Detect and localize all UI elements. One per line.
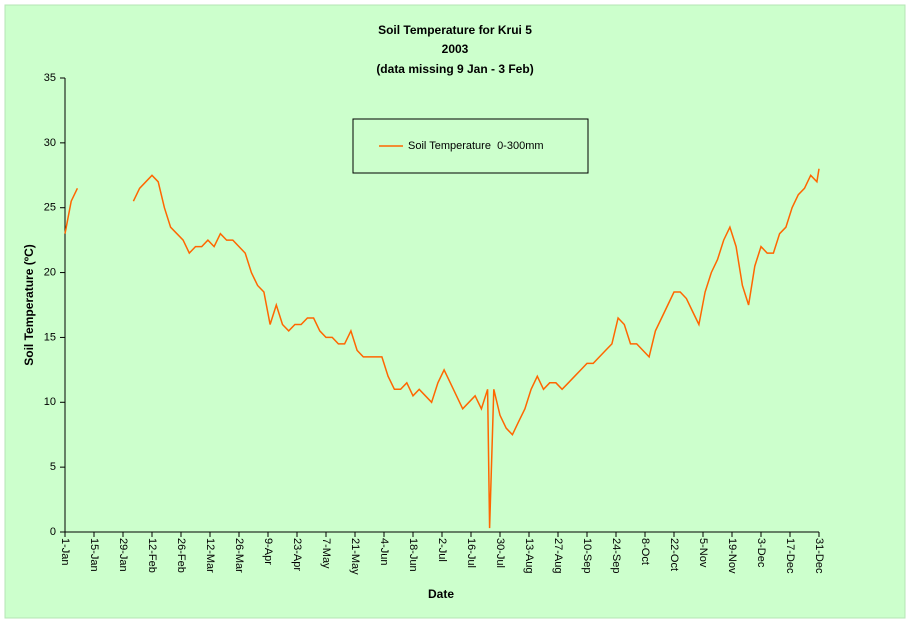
x-tick-label: 19-Nov	[726, 538, 738, 574]
legend-label: Soil Temperature 0-300mm	[408, 140, 544, 152]
x-tick-label: 1-Jan	[59, 538, 71, 566]
chart-note: (data missing 9 Jan - 3 Feb)	[376, 62, 533, 76]
y-tick-label: 15	[44, 331, 56, 343]
x-tick-label: 10-Sep	[581, 538, 593, 573]
x-tick-label: 31-Dec	[813, 538, 825, 574]
y-tick-label: 5	[50, 461, 56, 473]
x-tick-label: 27-Aug	[552, 538, 564, 573]
x-tick-label: 17-Dec	[784, 538, 796, 574]
x-tick-label: 4-Jun	[378, 538, 390, 566]
x-tick-label: 21-May	[349, 538, 361, 575]
x-tick-label: 12-Mar	[204, 538, 216, 573]
y-tick-label: 20	[44, 266, 56, 278]
x-tick-label: 30-Jul	[494, 538, 506, 568]
x-tick-label: 12-Feb	[146, 538, 158, 573]
x-tick-label: 29-Jan	[117, 538, 129, 572]
chart-background	[4, 4, 906, 619]
data-line	[64, 168, 820, 529]
y-tick-label: 10	[44, 396, 56, 408]
y-tick-label: 25	[44, 202, 56, 214]
y-tick-label: 35	[44, 72, 56, 84]
x-tick-label: 2-Jul	[436, 538, 448, 562]
x-tick-label: 13-Aug	[523, 538, 535, 573]
x-tick-label: 8-Oct	[639, 538, 651, 565]
chart-title: Soil Temperature for Krui 5	[378, 23, 532, 37]
x-tick-label: 3-Dec	[755, 538, 767, 568]
x-tick-label: 23-Apr	[291, 538, 303, 571]
x-tick-label: 15-Jan	[88, 538, 100, 572]
x-tick-label: 9-Apr	[262, 538, 274, 565]
x-tick-label: 26-Mar	[233, 538, 245, 573]
x-tick-label: 16-Jul	[465, 538, 477, 568]
x-axis-label: Date	[428, 587, 454, 601]
x-tick-label: 22-Oct	[668, 538, 680, 571]
x-tick-label: 7-May	[320, 538, 332, 569]
x-tick-label: 24-Sep	[610, 538, 622, 573]
x-tick-label: 26-Feb	[175, 538, 187, 573]
y-tick-label: 30	[44, 137, 56, 149]
x-tick-label: 18-Jun	[407, 538, 419, 572]
x-tick-label: 5-Nov	[697, 538, 709, 568]
chart-subtitle: 2003	[442, 42, 469, 56]
y-tick-label: 0	[50, 526, 56, 538]
y-axis-label: Soil Temperature (ºC)	[22, 244, 36, 366]
legend-box	[352, 118, 589, 174]
